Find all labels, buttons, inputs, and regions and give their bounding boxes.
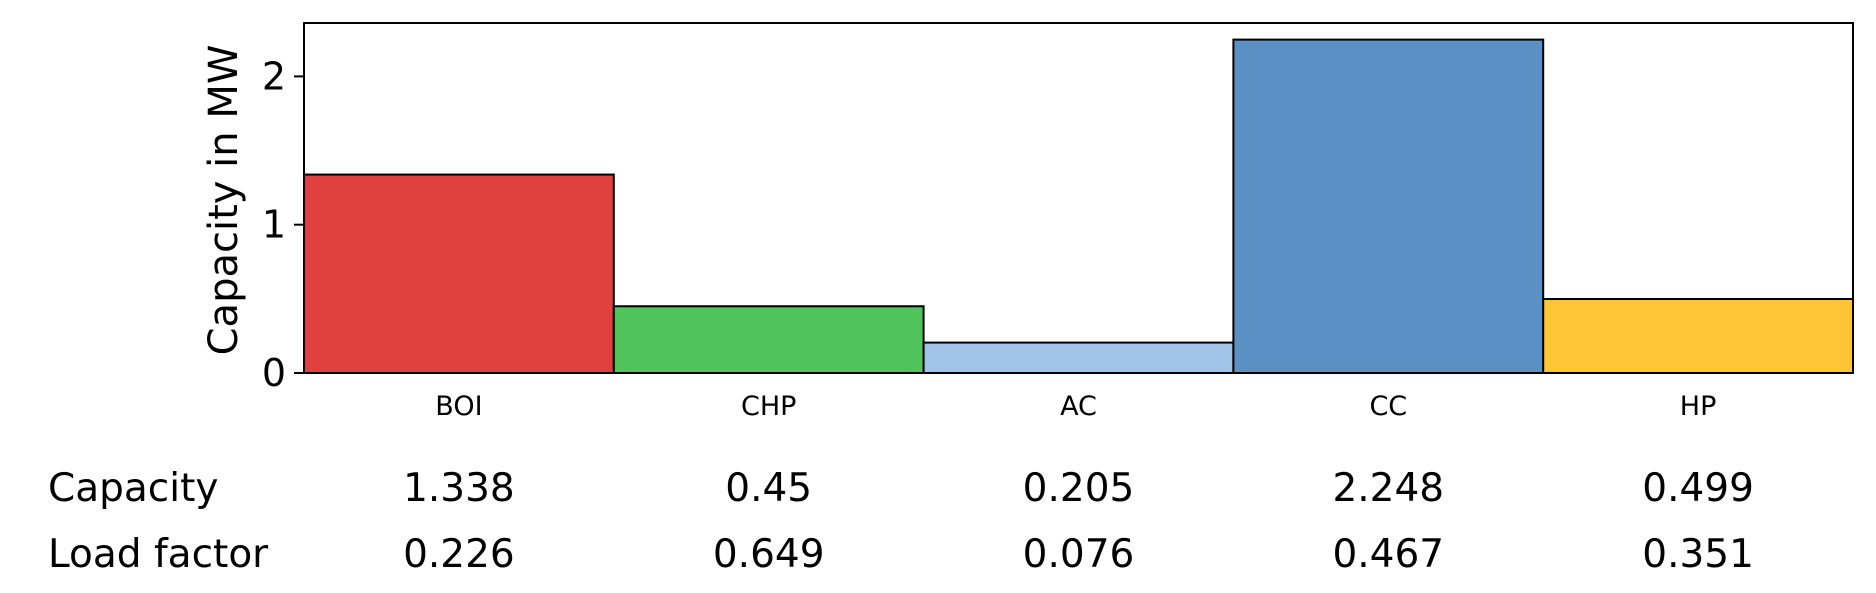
y-tick-label: 1	[262, 203, 286, 247]
table-cell: 2.248	[1332, 466, 1444, 511]
bar-ac	[922, 341, 1235, 374]
x-tick-label-chp: CHP	[741, 391, 796, 422]
y-axis-label: Capacity in MW	[201, 45, 247, 356]
x-tick-label-ac: AC	[1060, 391, 1097, 422]
bar-boi	[303, 173, 615, 374]
bar-hp	[1542, 297, 1854, 374]
x-tick-label-hp: HP	[1680, 391, 1717, 422]
table-cell: 0.649	[713, 532, 825, 577]
table-cell: 1.338	[403, 466, 515, 511]
table-row-label: Capacity	[48, 466, 218, 511]
y-axis: 0 1 2	[262, 54, 304, 395]
x-axis: BOI CHP AC CC HP	[435, 391, 1716, 422]
x-tick-label-cc: CC	[1369, 391, 1407, 422]
table-cell: 0.467	[1332, 532, 1444, 577]
table-cell: 0.351	[1642, 532, 1754, 577]
bar-cc	[1232, 38, 1545, 374]
table-cell: 0.226	[403, 532, 515, 577]
bars-group	[303, 38, 1854, 375]
y-tick-label: 2	[262, 54, 286, 98]
table-cell: 0.076	[1023, 532, 1135, 577]
plot-frame	[303, 22, 1854, 374]
table-cell: 0.499	[1642, 466, 1754, 511]
y-tick-label: 0	[262, 351, 286, 395]
table-cell: 0.205	[1023, 466, 1135, 511]
x-tick-label-boi: BOI	[435, 391, 482, 422]
table-row-label: Load factor	[48, 532, 269, 577]
data-table: Capacity 1.338 0.45 0.205 2.248 0.499 Load fac…	[48, 466, 1754, 577]
table-cell: 0.45	[725, 466, 812, 511]
bar-chp	[612, 305, 925, 375]
